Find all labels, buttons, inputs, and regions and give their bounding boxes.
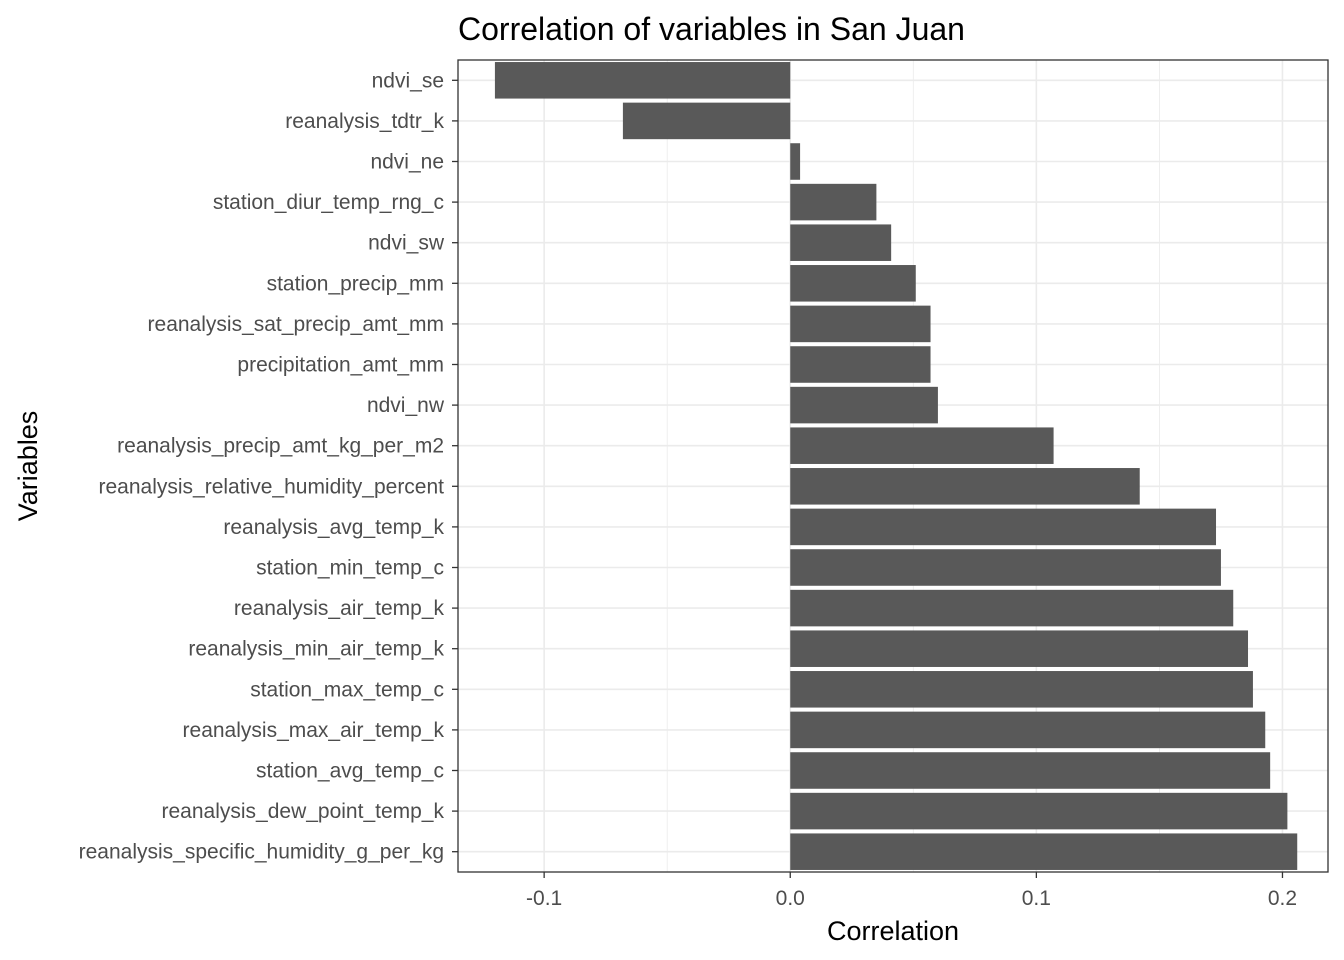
- bar-ndvi_se: [494, 62, 791, 99]
- bar-station_precip_mm: [790, 265, 916, 302]
- bar-reanalysis_max_air_temp_k: [790, 711, 1266, 749]
- y-axis-ticks: ndvi_se reanalysis_tdtr_k ndvi_ne station_d…: [79, 69, 458, 864]
- plot-panel: [458, 60, 1328, 872]
- y-tick-label: reanalysis_sat_precip_amt_mm: [148, 313, 444, 336]
- bar-precipitation_amt_mm: [790, 346, 931, 383]
- x-tick-label: -0.1: [526, 887, 562, 910]
- bar-ndvi_ne: [790, 143, 801, 180]
- bar-reanalysis_relative_humidity_percent: [790, 468, 1140, 505]
- bar-reanalysis_sat_precip_amt_mm: [790, 305, 931, 343]
- y-axis-title: Variables: [13, 411, 43, 522]
- x-axis-title: Correlation: [827, 916, 959, 946]
- bars: [494, 62, 1298, 870]
- y-tick-label: reanalysis_specific_humidity_g_per_kg: [79, 841, 444, 864]
- y-tick-label: ndvi_sw: [368, 232, 445, 255]
- y-tick-label: reanalysis_avg_temp_k: [223, 516, 444, 539]
- y-tick-label: station_diur_temp_rng_c: [213, 191, 444, 214]
- chart-title: Correlation of variables in San Juan: [458, 11, 965, 47]
- bar-ndvi_nw: [790, 386, 938, 424]
- x-tick-label: 0.1: [1022, 887, 1051, 910]
- y-tick-label: reanalysis_air_temp_k: [234, 597, 445, 620]
- y-tick-label: reanalysis_max_air_temp_k: [183, 719, 445, 742]
- bar-reanalysis_specific_humidity_g_per_kg: [790, 833, 1298, 870]
- y-tick-label: ndvi_ne: [370, 151, 444, 174]
- y-tick-label: station_max_temp_c: [250, 678, 444, 701]
- x-tick-label: 0.2: [1268, 887, 1297, 910]
- x-tick-label: 0.0: [776, 887, 805, 910]
- y-tick-label: reanalysis_precip_amt_kg_per_m2: [117, 435, 444, 458]
- bar-station_avg_temp_c: [790, 752, 1271, 789]
- bar-station_min_temp_c: [790, 549, 1221, 586]
- bar-reanalysis_precip_amt_kg_per_m2: [790, 427, 1054, 464]
- y-tick-label: ndvi_nw: [367, 394, 445, 417]
- bar-reanalysis_avg_temp_k: [790, 508, 1217, 546]
- y-tick-label: reanalysis_relative_humidity_percent: [98, 475, 444, 498]
- x-axis-ticks: -0.1 0.0 0.1 0.2: [526, 872, 1297, 910]
- bar-reanalysis_min_air_temp_k: [790, 630, 1249, 667]
- plot-panel-border: [457, 59, 1329, 873]
- bar-station_diur_temp_rng_c: [790, 183, 877, 221]
- bar-station_max_temp_c: [790, 671, 1253, 708]
- y-tick-label: ndvi_se: [372, 69, 444, 92]
- bar-ndvi_sw: [790, 224, 892, 261]
- y-tick-label: reanalysis_min_air_temp_k: [188, 638, 444, 661]
- bar-reanalysis_dew_point_temp_k: [790, 792, 1288, 830]
- bar-reanalysis_air_temp_k: [790, 589, 1234, 627]
- y-tick-label: station_avg_temp_c: [256, 760, 444, 783]
- y-tick-label: precipitation_amt_mm: [237, 354, 444, 377]
- y-tick-label: reanalysis_tdtr_k: [285, 110, 444, 133]
- bar-reanalysis_tdtr_k: [622, 102, 791, 140]
- y-tick-label: station_precip_mm: [267, 272, 444, 295]
- y-tick-label: reanalysis_dew_point_temp_k: [161, 800, 444, 823]
- y-tick-label: station_min_temp_c: [256, 557, 444, 580]
